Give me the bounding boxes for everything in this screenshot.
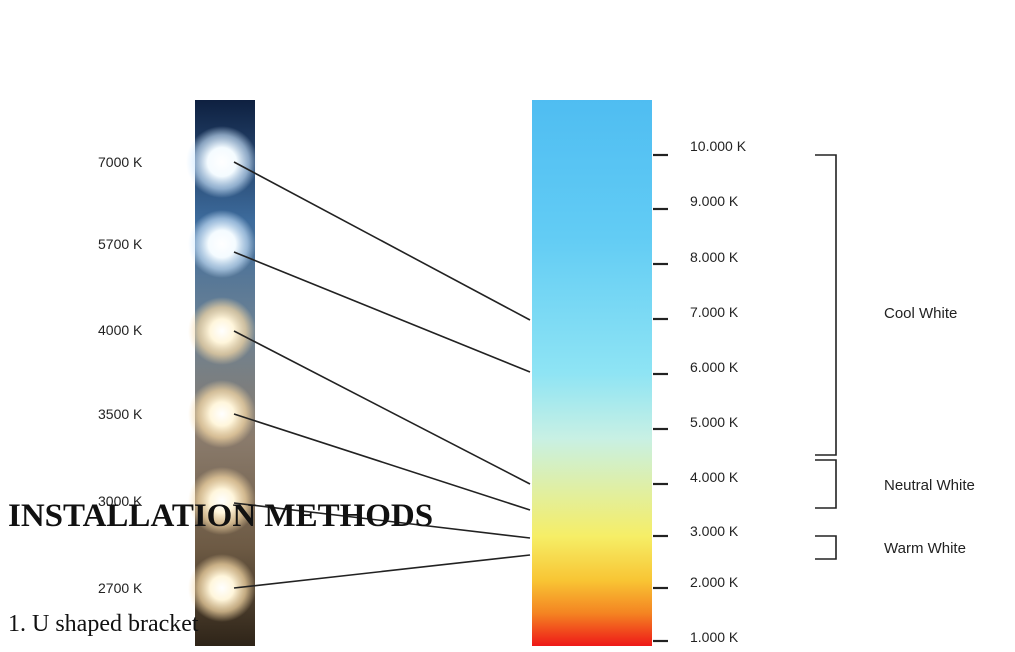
- connector-line: [233, 413, 531, 511]
- neutral-white-bracket: [815, 459, 837, 509]
- connector-line: [233, 502, 531, 539]
- bracket-label-neutral-white: Neutral White: [884, 477, 975, 494]
- led-7000k: [186, 126, 258, 198]
- scale-tick-label: 4.000 K: [690, 469, 739, 485]
- method-item: 1. U shaped bracket: [8, 611, 199, 637]
- warm-white-bracket: [815, 535, 837, 560]
- led-label: 7000 K: [98, 154, 143, 170]
- scale-tick-label: 9.000 K: [690, 193, 739, 209]
- connector-lines: [233, 161, 531, 589]
- connector-line: [233, 161, 531, 321]
- led-2700k: [188, 554, 256, 622]
- scale-tick-label: 5.000 K: [690, 414, 739, 430]
- connector-line: [233, 554, 531, 589]
- scale-tick-label: 7.000 K: [690, 304, 739, 320]
- led-5700k: [188, 210, 256, 278]
- range-brackets: [815, 154, 837, 560]
- cool-white-bracket: [815, 154, 837, 456]
- led-label: 5700 K: [98, 236, 143, 252]
- connector-line: [233, 330, 531, 485]
- color-temperature-scale: [532, 100, 652, 646]
- led-label: 3500 K: [98, 406, 143, 422]
- scale-ticks: [653, 153, 668, 643]
- led-3500k: [188, 380, 256, 448]
- bracket-label-cool-white: Cool White: [884, 305, 957, 322]
- led-4000k: [188, 297, 256, 365]
- scale-tick-label: 1.000 K: [690, 629, 739, 645]
- scale-tick-label: 2.000 K: [690, 574, 739, 590]
- led-label: 3000 K: [98, 493, 143, 509]
- scale-tick-label: 10.000 K: [690, 138, 747, 154]
- led-3000k: [188, 467, 256, 535]
- connector-line: [233, 251, 531, 373]
- bracket-label-warm-white: Warm White: [884, 540, 966, 557]
- section-heading: INSTALLATION METHODS: [8, 498, 434, 534]
- led-glow-group: [186, 126, 258, 622]
- led-label: 4000 K: [98, 322, 143, 338]
- scale-tick-label: 6.000 K: [690, 359, 739, 375]
- led-label: 2700 K: [98, 580, 143, 596]
- scale-tick-label: 3.000 K: [690, 523, 739, 539]
- scale-tick-label: 8.000 K: [690, 249, 739, 265]
